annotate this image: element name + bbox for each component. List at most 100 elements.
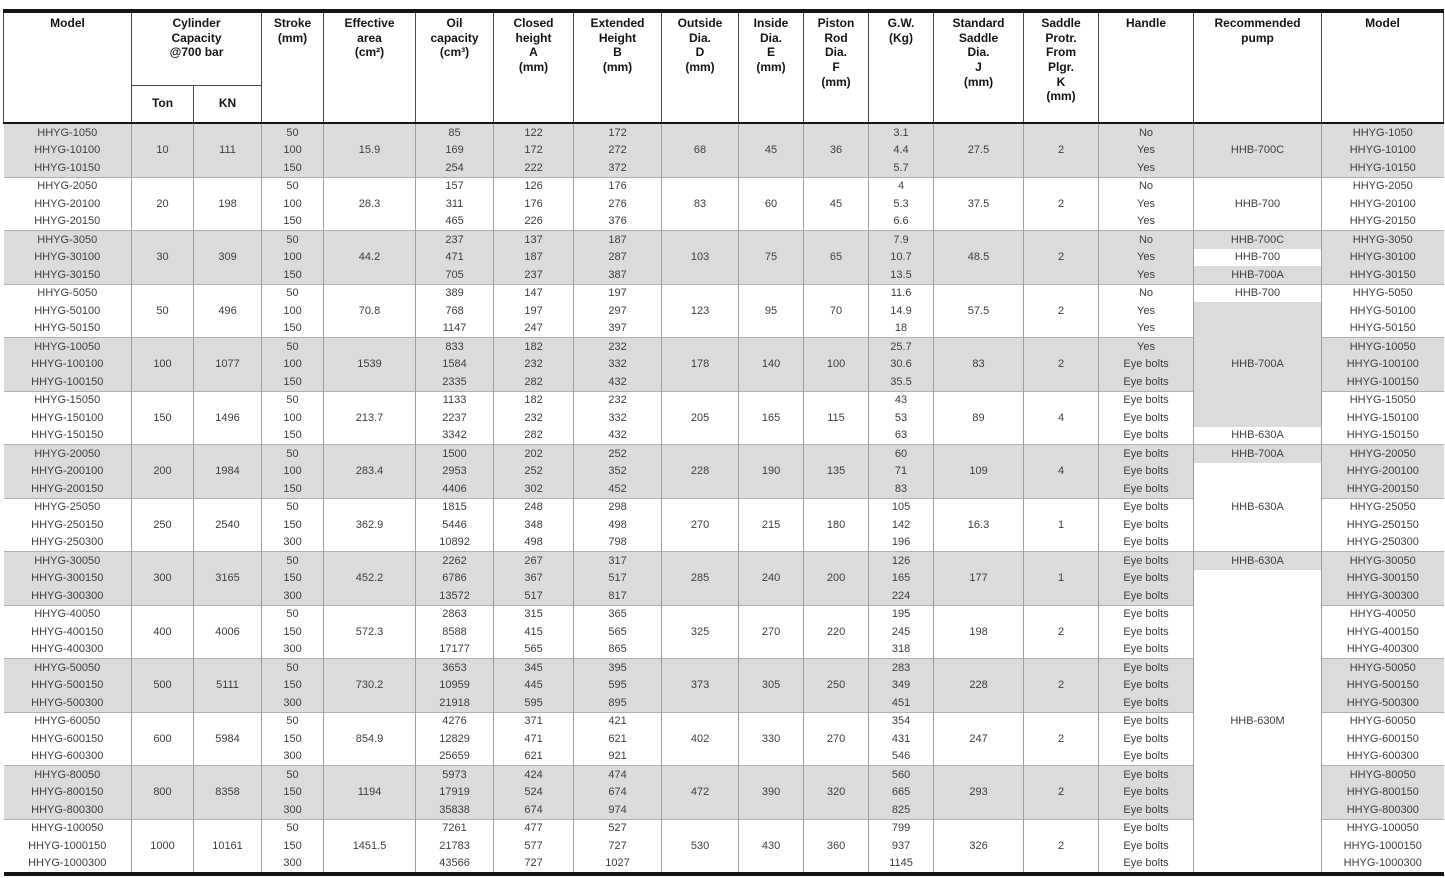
pump-cell: HHB-630A [1193,462,1322,552]
saddle-dia-cell: 247 [933,711,1024,766]
closed-height-cell: 445 [493,676,574,694]
outside-dia-cell: 373 [661,658,739,712]
model-cell: HHYG-300150 [3,569,132,587]
col-header-piston-rod-dia: Piston Rod Dia. F (mm) [803,10,870,124]
model-right-cell: HHYG-50150 [1321,319,1444,338]
kn-cell: 10161 [192,818,262,874]
gw-cell: 224 [868,587,934,605]
closed-height-cell: 226 [493,212,574,231]
pump-cell: HHB-700C [1193,123,1322,177]
model-right-cell: HHYG-10150 [1321,159,1444,177]
handle-cell: Eye bolts [1098,694,1194,712]
outside-dia-cell: 178 [661,337,739,391]
stroke-cell: 150 [261,426,324,445]
oil-capacity-cell: 705 [415,266,494,284]
col-header-ton: Ton [131,84,194,124]
model-right-cell: HHYG-50050 [1321,658,1444,677]
table-row: HHYG-200100 100 2953 252 352 71 Eye bolts HHB-6… [3,462,1444,552]
table-body: HHYG-1050 10 111 50 15.9 85 122 172 68 45 36 3.1 27.… [3,123,1444,874]
gw-cell: 142 [868,516,934,534]
model-cell: HHYG-150100 [3,409,132,427]
model-right-cell: HHYG-1000150 [1321,837,1444,855]
table-row: HHYG-600300 300 25659 621 921 546 Eye bolts HHY… [3,747,1444,766]
outside-dia-cell: 123 [661,283,739,338]
piston-rod-dia-cell: 360 [803,818,869,874]
handle-cell: No [1098,230,1194,249]
col-header-outside-dia: Outside Dia. D (mm) [661,10,740,124]
model-cell: HHYG-100050 [3,818,132,837]
piston-rod-dia-cell: 115 [803,390,869,445]
oil-capacity-cell: 768 [415,302,494,320]
closed-height-cell: 282 [493,373,574,391]
gw-cell: 665 [868,783,934,801]
handle-cell: Eye bolts [1098,818,1194,837]
col-header-stroke: Stroke (mm) [261,10,325,124]
extended-height-cell: 432 [573,426,662,445]
closed-height-cell: 122 [493,123,574,142]
oil-capacity-cell: 1815 [415,497,494,516]
ton-cell: 500 [131,658,194,712]
handle-cell: Eye bolts [1098,783,1194,801]
col-header-inside-dia: Inside Dia. E (mm) [738,10,805,124]
oil-capacity-cell: 13572 [415,587,494,605]
model-right-cell: HHYG-1000300 [1321,854,1444,874]
inside-dia-cell: 60 [738,176,804,231]
gw-cell: 799 [868,818,934,837]
model-right-cell: HHYG-400300 [1321,640,1444,659]
extended-height-cell: 432 [573,373,662,391]
model-cell: HHYG-1000150 [3,837,132,855]
extended-height-cell: 272 [573,141,662,159]
extended-height-cell: 176 [573,176,662,195]
gw-cell: 4 [868,176,934,195]
ton-cell: 300 [131,551,194,605]
oil-capacity-cell: 2863 [415,604,494,623]
stroke-cell: 150 [261,159,324,177]
table-row: HHYG-30100 100 471 187 287 10.7 Yes HHB-700 HHYG… [3,248,1444,266]
table-row: HHYG-60050 600 5984 50 854.9 4276 371 421 402 330… [3,711,1444,766]
pump-cell: HHB-700 [1193,176,1322,231]
oil-capacity-cell: 471 [415,248,494,266]
extended-height-cell: 232 [573,390,662,409]
saddle-dia-cell: 83 [933,337,1024,391]
oil-capacity-cell: 10959 [415,676,494,694]
closed-height-cell: 565 [493,640,574,659]
model-cell: HHYG-1050 [3,123,132,142]
kn-cell: 4006 [192,604,262,659]
pump-cell: HHB-700A [1193,444,1322,463]
handle-cell: Eye bolts [1098,765,1194,784]
stroke-cell: 100 [261,141,324,159]
saddle-protrusion-cell: 2 [1023,283,1099,338]
oil-capacity-cell: 3342 [415,426,494,445]
saddle-protrusion-cell: 4 [1023,390,1099,445]
handle-cell: Eye bolts [1098,837,1194,855]
pump-cell: HHB-630A [1193,551,1322,570]
inside-dia-cell: 305 [738,658,804,712]
model-right-cell: HHYG-500150 [1321,676,1444,694]
model-cell: HHYG-50050 [3,658,132,677]
model-cell: HHYG-100100 [3,355,132,373]
stroke-cell: 150 [261,730,324,748]
extended-height-cell: 197 [573,283,662,302]
handle-cell: Eye bolts [1098,533,1194,552]
col-header-kn: KN [192,84,263,124]
stroke-cell: 300 [261,801,324,819]
table-row: HHYG-15050 150 1496 50 213.7 1133 182 232 205 165… [3,390,1444,445]
table-row: HHYG-800300 300 35838 674 974 825 Eye bolts HHY… [3,801,1444,819]
table-row: HHYG-100100 100 1584 232 332 30.6 Eye bolts HHY… [3,355,1444,373]
model-right-cell: HHYG-800300 [1321,801,1444,819]
oil-capacity-cell: 6786 [415,569,494,587]
oil-capacity-cell: 2335 [415,373,494,391]
stroke-cell: 150 [261,783,324,801]
model-right-cell: HHYG-500300 [1321,694,1444,712]
model-right-cell: HHYG-30150 [1321,266,1444,284]
kn-cell: 111 [192,123,262,177]
model-right-cell: HHYG-800150 [1321,783,1444,801]
oil-capacity-cell: 4406 [415,480,494,498]
extended-height-cell: 527 [573,818,662,837]
handle-cell: Eye bolts [1098,658,1194,677]
table-row: HHYG-200150 150 4406 302 452 83 Eye bolts HHYG-… [3,480,1444,498]
saddle-dia-cell: 57.5 [933,283,1024,338]
outside-dia-cell: 270 [661,497,739,552]
outside-dia-cell: 285 [661,551,739,605]
table-row: HHYG-5050 50 496 50 70.8 389 147 197 123 95 70 11.6… [3,283,1444,338]
